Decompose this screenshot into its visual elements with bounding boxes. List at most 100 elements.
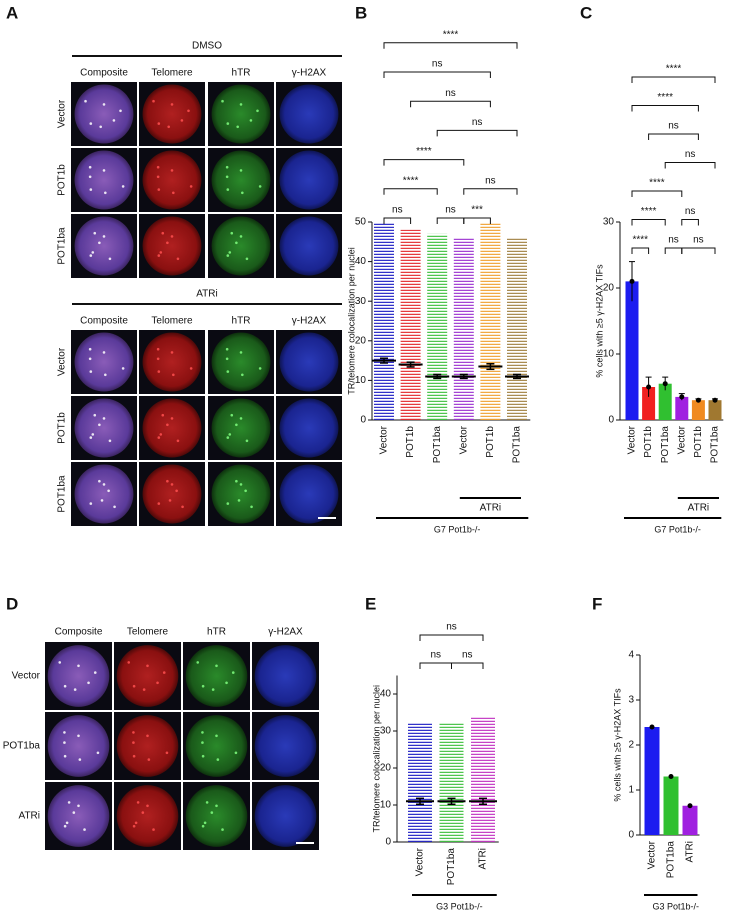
bar xyxy=(675,396,689,420)
spot xyxy=(157,188,161,191)
spot xyxy=(63,684,67,688)
nucleus xyxy=(211,332,271,392)
spot xyxy=(230,413,234,417)
spot xyxy=(98,423,101,427)
spot xyxy=(134,821,138,825)
spot xyxy=(67,801,71,804)
spot xyxy=(83,828,86,831)
y-tick-label: 30 xyxy=(603,217,615,228)
spot xyxy=(170,103,174,106)
significance-label: ns xyxy=(445,205,456,216)
spot xyxy=(225,175,229,179)
spot xyxy=(215,664,218,668)
spot xyxy=(187,109,190,113)
nucleus xyxy=(142,332,202,392)
spot xyxy=(102,417,106,420)
spot xyxy=(159,433,163,436)
footer-label: G7 Pot1b-/- xyxy=(434,524,481,534)
spot xyxy=(89,188,93,191)
column-header: Telomere xyxy=(151,316,193,327)
significance-label: **** xyxy=(641,206,657,217)
y-axis-label: % cells with ≥5 γ-H2AX TIFs xyxy=(612,688,622,802)
column-header: γ-H2AX xyxy=(292,68,327,79)
spot xyxy=(104,373,107,377)
spot xyxy=(98,241,101,245)
y-tick-label: 1 xyxy=(628,785,634,796)
spot xyxy=(236,125,239,129)
significance-label: ns xyxy=(445,88,456,99)
panel-label: D xyxy=(6,594,18,613)
x-tick-label: POT1ba xyxy=(512,426,523,464)
x-tick-label: Vector xyxy=(415,847,426,876)
spot xyxy=(112,119,116,122)
spot xyxy=(201,824,205,828)
significance-label: ns xyxy=(485,175,496,186)
spot xyxy=(172,191,175,195)
spot xyxy=(231,671,235,674)
y-tick-label: 30 xyxy=(380,726,392,737)
panel-label: B xyxy=(355,3,367,22)
spot xyxy=(100,499,104,502)
significance-label: **** xyxy=(416,146,432,157)
data-point xyxy=(668,774,674,779)
significance-bracket xyxy=(631,76,716,83)
spot xyxy=(215,734,218,738)
spot xyxy=(210,811,214,814)
spot xyxy=(239,351,243,354)
y-tick-label: 20 xyxy=(603,283,615,294)
y-tick-label: 20 xyxy=(355,335,367,346)
significance-label: ns xyxy=(668,121,679,132)
spot xyxy=(152,99,155,103)
significance-bracket xyxy=(436,217,465,224)
spot xyxy=(250,505,253,509)
column-header: Composite xyxy=(80,316,128,327)
spot xyxy=(189,367,193,370)
group-label: ATRi xyxy=(688,503,709,514)
spot xyxy=(113,505,116,509)
y-tick-label: 10 xyxy=(380,800,392,811)
spot xyxy=(156,347,160,351)
significance-label: **** xyxy=(633,235,649,246)
spot xyxy=(225,165,229,169)
nucleus xyxy=(279,150,339,210)
bar xyxy=(691,400,705,420)
column-header: Telomere xyxy=(127,627,169,638)
spot xyxy=(176,257,180,261)
significance-label: **** xyxy=(403,175,419,186)
spot xyxy=(176,439,180,443)
spot xyxy=(84,99,87,103)
significance-bracket xyxy=(463,217,491,224)
spot xyxy=(245,439,249,443)
spot xyxy=(225,347,229,351)
y-tick-label: 20 xyxy=(380,763,392,774)
spot xyxy=(157,502,161,505)
nucleus xyxy=(74,216,134,276)
y-tick-label: 40 xyxy=(380,689,392,700)
spot xyxy=(228,433,232,436)
y-axis-label: % cells with ≥5 γ-H2AX TIFs xyxy=(594,264,604,378)
nucleus xyxy=(142,216,202,276)
nucleus xyxy=(211,216,271,276)
spot xyxy=(156,681,159,685)
spot xyxy=(146,804,149,808)
spot xyxy=(226,188,230,191)
nucleus xyxy=(254,715,317,777)
spot xyxy=(73,688,77,691)
spot xyxy=(136,801,140,804)
significance-label: *** xyxy=(471,205,483,216)
spot xyxy=(152,828,155,831)
spot xyxy=(201,731,204,734)
nucleus xyxy=(47,715,110,777)
spot xyxy=(181,505,184,509)
nucleus xyxy=(47,785,110,847)
y-axis-label: TR/telomere colocalization per nuclei xyxy=(371,685,381,833)
spot xyxy=(239,417,243,420)
spot xyxy=(241,191,244,195)
spot xyxy=(211,688,215,691)
nucleus xyxy=(211,150,271,210)
bar xyxy=(663,776,679,835)
footer-label: G3 Pot1b-/- xyxy=(652,901,699,911)
data-point xyxy=(712,397,718,403)
y-tick-label: 50 xyxy=(355,217,367,228)
significance-label: ns xyxy=(446,622,457,633)
